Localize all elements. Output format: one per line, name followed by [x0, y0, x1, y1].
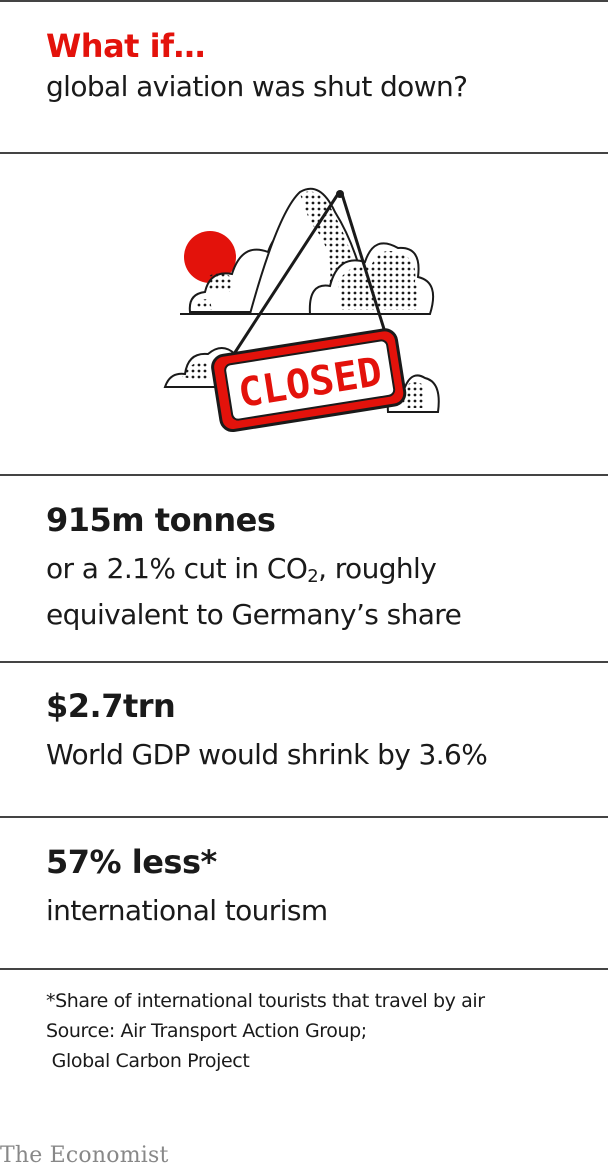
- top-rule: [0, 0, 608, 2]
- sign-string: [230, 193, 340, 358]
- divider: [0, 816, 608, 818]
- stat-text-part: or a 2.1% cut in CO: [46, 552, 308, 585]
- divider: [0, 661, 608, 663]
- stat-text: World GDP would shrink by 3.6%: [46, 738, 488, 771]
- stat-text-part: , roughly: [318, 552, 437, 585]
- page-title: What if…: [46, 27, 206, 65]
- stat-text: international tourism: [46, 894, 328, 927]
- co2-subscript: 2: [307, 566, 319, 587]
- sign-nail: [336, 190, 344, 198]
- page-subtitle: global aviation was shut down?: [46, 70, 468, 103]
- source-line: Source: Air Transport Action Group;: [46, 1020, 367, 1042]
- stat-block-tourism: 57% less* international tourism: [46, 842, 588, 930]
- divider: [0, 474, 608, 476]
- footnote-note: *Share of international tourists that tr…: [46, 990, 485, 1012]
- stat-headline: 57% less*: [46, 843, 217, 881]
- sun-icon: [184, 231, 236, 283]
- sign-string: [340, 193, 390, 343]
- footnotes: *Share of international tourists that tr…: [46, 986, 588, 1076]
- stat-text-line2: equivalent to Germany’s share: [46, 598, 462, 631]
- divider: [0, 152, 608, 154]
- stat-text: or a 2.1% cut in CO2, roughly equivalent …: [46, 550, 588, 634]
- cloud-icon: [308, 242, 434, 315]
- stat-block-emissions: 915m tonnes or a 2.1% cut in CO2, roughl…: [46, 500, 588, 634]
- header: What if… global aviation was shut down?: [46, 26, 588, 106]
- source-line: Global Carbon Project: [46, 1050, 250, 1072]
- closed-sign: CLOSED: [211, 328, 407, 433]
- closed-sign-illustration: CLOSED: [163, 187, 440, 433]
- stat-block-gdp: $2.7trn World GDP would shrink by 3.6%: [46, 686, 588, 774]
- divider: [0, 968, 608, 970]
- stat-headline: 915m tonnes: [46, 501, 276, 539]
- stat-headline: $2.7trn: [46, 687, 176, 725]
- economist-logo: The Economist: [0, 1143, 169, 1168]
